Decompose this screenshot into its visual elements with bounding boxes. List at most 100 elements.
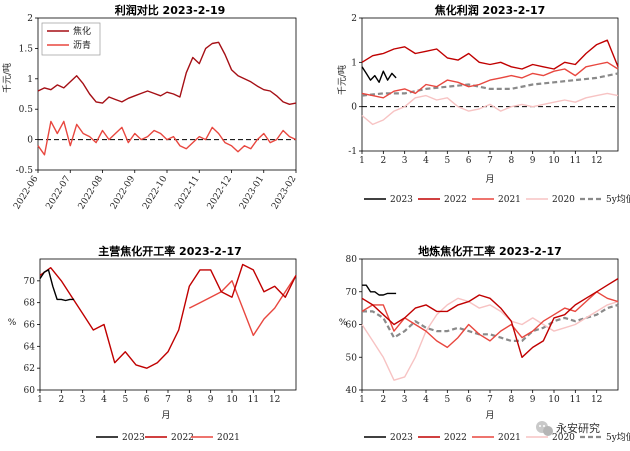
x-tick-label: 12 [591, 395, 602, 405]
legend-label-2022: 2022 [444, 195, 467, 205]
x-tick-label: 2022-12 [206, 174, 234, 211]
series-line-2023 [362, 284, 397, 296]
y-tick-label: 40 [346, 386, 358, 396]
x-tick-label: 1 [359, 395, 365, 405]
x-tick-label: 8 [186, 395, 192, 405]
y-tick-label: 60 [346, 321, 358, 331]
y-tick-label: 1.5 [19, 44, 34, 54]
x-tick-label: 1 [359, 156, 365, 166]
y-tick-label: 1 [27, 75, 33, 85]
x-tick-label: 11 [570, 156, 581, 166]
y-tick-label: 70 [24, 277, 36, 287]
x-tick-label: 5 [444, 156, 450, 166]
y-tick-label: 0 [27, 136, 33, 146]
x-tick-label: 3 [402, 395, 408, 405]
coking-profit-legend: 2023 2022 2021 2020 5y均值 [364, 193, 630, 205]
main-coking-rate-legend: 2023 2022 2021 [96, 433, 240, 443]
x-tick-label: 2 [58, 395, 64, 405]
x-tick-label: 10 [548, 395, 560, 405]
y-tick-label: -0.5 [16, 166, 34, 176]
series-line-5y均值 [361, 72, 619, 97]
x-tick-label: 2022-11 [173, 174, 201, 211]
x-tick-label: 9 [208, 395, 214, 405]
x-tick-label: 6 [144, 395, 150, 405]
y-tick-label: 66 [24, 321, 36, 331]
series-line-2023 [39, 269, 75, 302]
local-coking-rate-ylabel: % [339, 318, 348, 328]
series-line-2022 [361, 278, 619, 358]
legend-label-沥青: 沥青 [73, 39, 91, 51]
series-line-沥青 [37, 120, 297, 156]
x-tick-label: 3 [402, 156, 408, 166]
x-tick-label: 8 [508, 395, 514, 405]
legend-label-2020: 2020 [552, 433, 575, 443]
legend-label-2022: 2022 [171, 433, 194, 443]
x-tick-label: 6 [466, 395, 472, 405]
y-tick-label: 68 [24, 299, 36, 309]
series-line-2022 [361, 39, 619, 70]
x-tick-label: 2023-01 [238, 174, 266, 211]
x-tick-label: 3 [80, 395, 86, 405]
local-coking-rate-legend: 2023 2022 2021 2020 5y均值 [364, 431, 630, 443]
local-coking-rate-title: 地炼焦化开工率 2023-2-17 [418, 244, 562, 258]
legend-label-5y均值: 5y均值 [606, 431, 630, 443]
legend-label-2021: 2021 [217, 433, 240, 443]
series-line-5y均值 [362, 303, 619, 342]
series-line-2020 [361, 297, 619, 381]
x-tick-label: 2023-02 [270, 174, 298, 211]
x-tick-label: 10 [226, 395, 238, 405]
legend-label-5y均值: 5y均值 [606, 193, 630, 205]
x-tick-label: 1 [37, 395, 43, 405]
watermark-text: 永安研究 [556, 421, 600, 435]
y-tick-label: 50 [346, 353, 358, 363]
coking-profit-title: 焦化利润 2023-2-17 [434, 3, 546, 17]
x-tick-label: 4 [101, 395, 107, 405]
x-tick-label: 11 [570, 395, 581, 405]
y-tick-label: 0.5 [19, 105, 34, 115]
x-tick-label: 9 [530, 395, 536, 405]
watermark: 永安研究 [536, 421, 600, 436]
x-tick-label: 7 [487, 156, 493, 166]
legend-label-2020: 2020 [552, 195, 575, 205]
x-tick-label: 2 [380, 395, 386, 405]
series-line-2022 [39, 263, 297, 369]
y-tick-label: 64 [24, 342, 36, 352]
profit-compare-ylabel: 千元/吨 [1, 63, 13, 93]
plot-frame [361, 17, 619, 152]
x-tick-label: 2022-09 [109, 174, 137, 211]
coking-profit-ylabel: 千元/吨 [336, 65, 348, 95]
x-tick-label: 5 [444, 395, 450, 405]
legend-label-2023: 2023 [122, 433, 145, 443]
x-tick-label: 4 [423, 395, 429, 405]
x-tick-label: 7 [165, 395, 171, 405]
main-coking-rate-title: 主营焦化开工率 2023-2-17 [98, 244, 242, 258]
series-line-2020 [361, 92, 619, 126]
x-tick-label: 2022-06 [12, 174, 40, 211]
x-tick-label: 5 [122, 395, 128, 405]
x-tick-label: 4 [423, 156, 429, 166]
plot-frame [361, 258, 619, 391]
x-tick-label: 11 [248, 395, 259, 405]
series-line-2023 [361, 66, 397, 84]
series-line-2021 [361, 61, 619, 99]
y-tick-label: 1 [351, 58, 357, 68]
y-tick-label: 0 [351, 103, 357, 113]
x-tick-label: 12 [269, 395, 280, 405]
x-tick-label: 2022-10 [141, 174, 169, 211]
y-tick-label: 2 [27, 14, 33, 24]
y-tick-label: 70 [346, 288, 358, 298]
profit-compare-panel: 利润对比 2023-2-19 千元/吨 -0.5 0 0.5 1 1.5 2 2022-06… [1, 3, 299, 211]
x-tick-label: 9 [530, 156, 536, 166]
local-coking-rate-xlabel: 月 [485, 410, 494, 421]
legend-box [41, 22, 101, 56]
wechat-icon [536, 421, 553, 436]
y-tick-label: 2 [351, 14, 357, 24]
x-tick-label: 7 [487, 395, 493, 405]
